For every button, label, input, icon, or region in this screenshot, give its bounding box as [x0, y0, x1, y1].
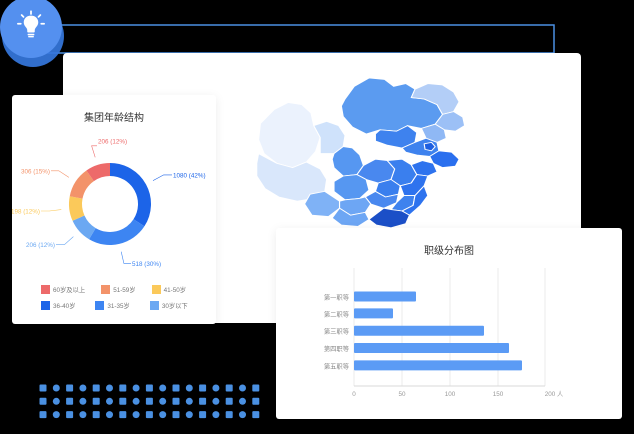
svg-text:第二职等: 第二职等 — [324, 309, 350, 318]
svg-text:200 人: 200 人 — [545, 390, 564, 398]
svg-text:100: 100 — [445, 391, 456, 398]
svg-text:第一职等: 第一职等 — [324, 293, 350, 302]
svg-text:150: 150 — [493, 391, 504, 398]
svg-text:第四职等: 第四职等 — [324, 344, 350, 353]
svg-text:198 (12%): 198 (12%) — [12, 209, 40, 216]
svg-text:206 (12%): 206 (12%) — [26, 242, 55, 249]
svg-text:50: 50 — [398, 391, 406, 398]
svg-text:0: 0 — [352, 391, 356, 398]
svg-text:518 (30%): 518 (30%) — [132, 261, 161, 268]
svg-text:306 (15%): 306 (15%) — [21, 168, 50, 175]
svg-text:206 (12%): 206 (12%) — [98, 138, 127, 145]
svg-text:第三职等: 第三职等 — [324, 327, 350, 336]
svg-text:1080 (42%): 1080 (42%) — [173, 172, 206, 179]
svg-text:第五职等: 第五职等 — [324, 361, 350, 370]
